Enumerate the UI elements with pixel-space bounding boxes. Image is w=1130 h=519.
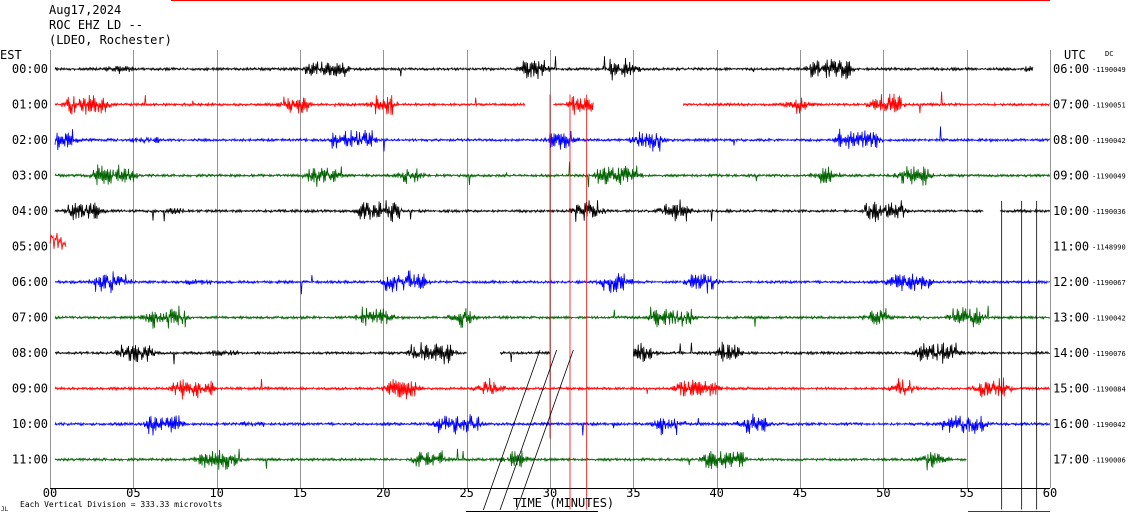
utc-hour-label: 06:00: [1053, 62, 1089, 76]
utc-hour-label: 07:00: [1053, 98, 1089, 112]
x-tick-label: 40: [709, 486, 723, 500]
x-tick-label: 55: [959, 486, 973, 500]
footnote-mark: JL: [1, 506, 9, 513]
utc-hour-label: 14:00: [1053, 346, 1089, 360]
trace-segment: [54, 126, 1051, 152]
trace-segment: [54, 94, 526, 115]
trace-segment: [499, 350, 551, 363]
utc-label: UTC: [1064, 48, 1086, 62]
trace-segment: [54, 305, 1051, 329]
event-line: [516, 349, 574, 511]
x-tick-label: 35: [626, 486, 640, 500]
est-hour-label: 06:00: [12, 275, 48, 289]
grid: [50, 50, 1051, 489]
est-hour-label: 10:00: [12, 417, 48, 431]
x-tick-label: 30: [543, 486, 557, 500]
plot-station: ROC EHZ LD --: [49, 18, 143, 32]
plot-network: (LDEO, Rochester): [49, 33, 172, 47]
utc-hour-label: 08:00: [1053, 133, 1089, 147]
x-tick-label: 05: [126, 486, 140, 500]
dc-offset-label: -1190042: [1092, 315, 1126, 323]
x-tick-label: 00: [43, 486, 57, 500]
dc-offset-label: -1190042: [1092, 421, 1126, 429]
dc-offset-label: -1190042: [1092, 137, 1126, 145]
plot-date: Aug17,2024: [49, 3, 122, 17]
dc-offset-label: -1190049: [1092, 66, 1126, 74]
est-hour-label: 01:00: [12, 98, 48, 112]
dc-offset-label: -1190076: [1092, 350, 1126, 358]
trace-segment: [682, 91, 1050, 114]
est-hour-label: 04:00: [12, 204, 48, 218]
trace-segment: [54, 56, 1034, 81]
dc-offset-label: -1190051: [1092, 102, 1126, 110]
dc-offset-label: -1190084: [1092, 386, 1126, 394]
est-hour-label: 07:00: [12, 311, 48, 325]
trace-segment: [49, 232, 67, 250]
est-hour-label: 05:00: [12, 240, 48, 254]
trace-segment: [54, 342, 467, 365]
est-hour-label: 08:00: [12, 346, 48, 360]
est-hour-label: 03:00: [12, 169, 48, 183]
x-tick-label: 10: [209, 486, 223, 500]
x-tick-label: 60: [1043, 486, 1057, 500]
x-tick-labels: 00 05 10 15 20 25 30 35 40 45 50 55 60: [43, 486, 1057, 500]
utc-hour-label: 17:00: [1053, 453, 1089, 467]
utc-hour-label: 10:00: [1053, 204, 1089, 218]
trace-segment: [54, 199, 984, 223]
dc-offset-label: -1190006: [1092, 457, 1126, 465]
utc-hour-label: 09:00: [1053, 169, 1089, 183]
scale-footnote: Each Vertical Division = 333.33 microvol…: [20, 500, 222, 509]
trace-segment: [54, 161, 1051, 188]
x-axis-title: TIME (MINUTES): [513, 496, 614, 510]
est-hour-label: 09:00: [12, 382, 48, 396]
trace-segment: [54, 270, 1051, 295]
event-line: [482, 349, 541, 511]
x-tick-label: 45: [793, 486, 807, 500]
utc-hour-label: 11:00: [1053, 240, 1089, 254]
dc-offset-label: -1190067: [1092, 279, 1126, 287]
est-hour-label: 11:00: [12, 453, 48, 467]
event-lines: [482, 94, 1038, 511]
est-hour-label: 00:00: [12, 62, 48, 76]
dc-label: DC: [1105, 50, 1113, 58]
utc-hour-label: 13:00: [1053, 311, 1089, 325]
x-tick-label: 50: [876, 486, 890, 500]
trace-segment: [54, 377, 1051, 400]
event-line: [499, 349, 558, 511]
utc-hour-label: 16:00: [1053, 417, 1089, 431]
est-hour-label: 02:00: [12, 133, 48, 147]
x-tick-label: 20: [376, 486, 390, 500]
trace-segment: [553, 96, 594, 115]
x-tick-label: 15: [293, 486, 307, 500]
trace-segment: [54, 413, 1051, 436]
trace-segment: [54, 448, 967, 471]
traces: [49, 56, 1051, 471]
utc-hour-label: 12:00: [1053, 275, 1089, 289]
trace-segment: [999, 208, 1051, 214]
est-label: EST: [0, 48, 22, 62]
x-tick-label: 25: [459, 486, 473, 500]
dc-offset-label: -1148990: [1092, 244, 1126, 252]
utc-hour-label: 15:00: [1053, 382, 1089, 396]
dc-offset-label: -1190036: [1092, 208, 1126, 216]
est-labels: 00:00 01:00 02:00 03:00 04:00 05:00 06:00 07:00…: [12, 62, 48, 467]
trace-segment: [632, 341, 1051, 364]
dc-offset-label: -1190049: [1092, 173, 1126, 181]
